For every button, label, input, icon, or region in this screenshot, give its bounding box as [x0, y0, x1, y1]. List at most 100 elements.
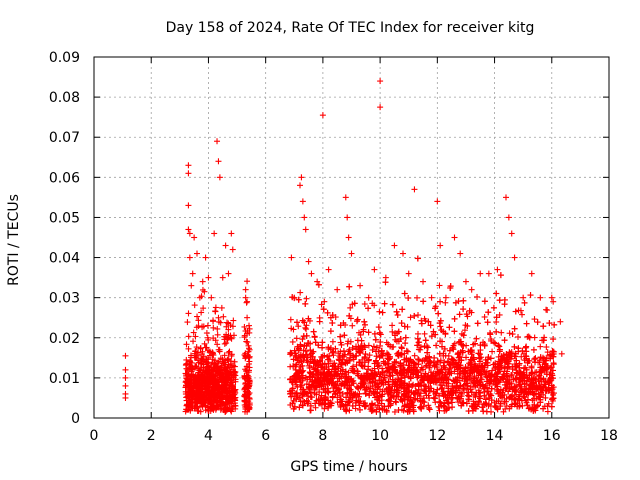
- data-point: [205, 336, 212, 343]
- data-point: [437, 298, 444, 305]
- data-point: [414, 335, 421, 342]
- data-point: [191, 302, 198, 309]
- data-point: [311, 334, 318, 341]
- data-point: [198, 351, 205, 358]
- data-point: [223, 340, 230, 347]
- data-point: [222, 242, 229, 249]
- data-point: [185, 345, 192, 352]
- data-point: [473, 335, 480, 342]
- data-point: [511, 254, 518, 261]
- data-point: [521, 299, 528, 306]
- data-point: [246, 404, 253, 411]
- data-point: [214, 403, 221, 410]
- data-point: [530, 346, 537, 353]
- data-point: [531, 316, 538, 323]
- data-point: [411, 186, 418, 193]
- data-point: [185, 170, 192, 177]
- data-point: [221, 401, 228, 408]
- data-point: [414, 294, 421, 301]
- data-point: [503, 194, 509, 201]
- data-point: [393, 308, 400, 315]
- data-point: [190, 338, 197, 345]
- data-point: [307, 407, 314, 414]
- data-point: [188, 365, 195, 372]
- data-point: [457, 250, 464, 257]
- data-point: [343, 407, 350, 414]
- data-point: [193, 394, 200, 401]
- data-points: [122, 78, 565, 415]
- data-point: [207, 394, 214, 401]
- x-tick-label: 16: [543, 428, 561, 444]
- data-point: [183, 356, 190, 363]
- data-point: [543, 306, 550, 313]
- data-point: [201, 377, 208, 384]
- data-point: [196, 367, 203, 374]
- data-point: [422, 337, 429, 344]
- data-point: [509, 331, 516, 338]
- data-point: [433, 342, 440, 349]
- y-tick-label: 0.04: [49, 251, 80, 267]
- data-point: [197, 400, 204, 407]
- x-tick-label: 6: [261, 428, 270, 444]
- data-point: [186, 398, 193, 405]
- data-point: [297, 182, 303, 189]
- data-point: [548, 403, 555, 410]
- data-point: [244, 339, 251, 346]
- data-point: [465, 392, 472, 399]
- data-point: [420, 298, 427, 305]
- data-point: [490, 304, 497, 311]
- data-point: [398, 320, 405, 327]
- data-point: [449, 399, 456, 406]
- data-point: [329, 338, 336, 345]
- data-point: [185, 402, 192, 409]
- data-point: [183, 341, 190, 348]
- data-point: [186, 254, 193, 261]
- x-axis-title: GPS time / hours: [290, 459, 407, 475]
- x-tick-label: 18: [600, 428, 618, 444]
- data-point: [225, 399, 232, 406]
- data-point: [206, 380, 213, 387]
- data-point: [465, 408, 472, 415]
- y-tick-label: 0.03: [49, 291, 80, 307]
- data-point: [399, 306, 406, 313]
- data-point: [534, 319, 541, 326]
- x-tick-label: 8: [318, 428, 327, 444]
- y-tick-label: 0.02: [49, 331, 80, 347]
- data-point: [402, 340, 409, 347]
- data-point: [415, 312, 422, 319]
- data-point: [219, 274, 226, 281]
- data-point: [205, 274, 212, 281]
- data-point: [365, 294, 372, 301]
- data-point: [382, 274, 389, 281]
- data-point: [342, 194, 349, 201]
- data-point: [191, 350, 198, 357]
- data-point: [376, 308, 383, 315]
- data-point: [232, 402, 239, 409]
- data-point: [196, 384, 203, 391]
- data-point: [376, 406, 383, 413]
- data-point: [414, 255, 421, 262]
- data-point: [224, 356, 231, 363]
- data-point: [303, 326, 310, 333]
- data-point: [421, 330, 428, 337]
- data-point: [377, 78, 384, 85]
- y-tick-label: 0.08: [49, 90, 80, 106]
- data-point: [185, 202, 192, 209]
- data-point: [244, 298, 251, 305]
- data-point: [498, 329, 505, 336]
- data-point: [122, 374, 129, 381]
- data-point: [221, 352, 228, 359]
- data-point: [365, 329, 372, 336]
- data-point: [188, 354, 195, 361]
- data-point: [361, 318, 368, 325]
- data-point: [198, 309, 205, 316]
- data-point: [185, 310, 192, 317]
- data-point: [401, 323, 408, 330]
- data-point: [494, 266, 501, 273]
- data-point: [215, 358, 222, 365]
- data-point: [505, 214, 512, 221]
- data-point: [485, 270, 492, 277]
- data-point: [220, 313, 227, 320]
- data-point: [548, 294, 555, 301]
- data-point: [214, 341, 221, 348]
